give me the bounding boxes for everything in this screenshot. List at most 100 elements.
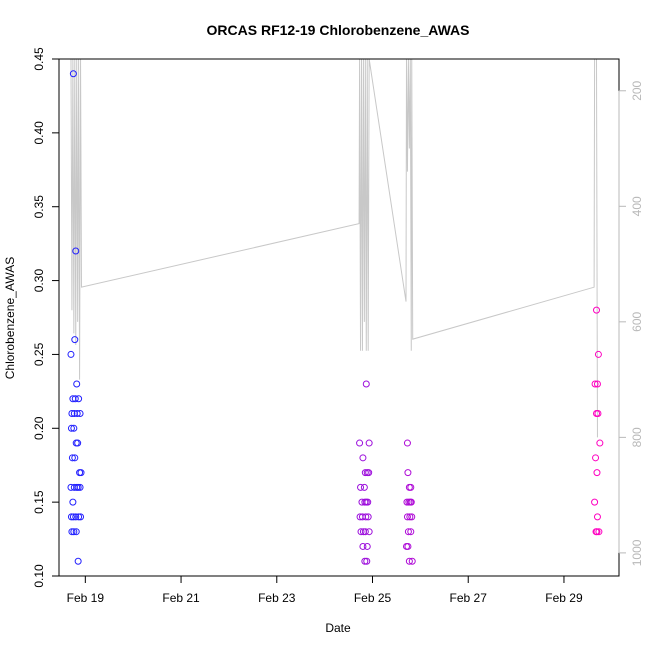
data-point-53 [361, 528, 369, 536]
data-point-28 [72, 513, 80, 521]
data-point-26 [67, 513, 75, 521]
data-point-3 [67, 350, 75, 358]
data-point-67 [407, 498, 415, 506]
y-tick-label-7: 0.45 [32, 47, 46, 71]
y-tick-label-1: 0.15 [32, 490, 46, 514]
data-point-50 [364, 513, 372, 521]
data-point-37 [359, 454, 367, 462]
data-point-7 [75, 395, 83, 403]
data-point-41 [357, 483, 365, 491]
data-point-8 [68, 410, 76, 418]
data-point-1 [72, 247, 80, 255]
data-point-29 [75, 513, 83, 521]
data-point-33 [72, 528, 80, 536]
y-tick-label-3: 0.25 [32, 342, 46, 366]
data-point-58 [363, 557, 371, 565]
data-point-34 [74, 557, 82, 565]
y-right-tick-label-3: 800 [630, 427, 644, 447]
chart-title: ORCAS RF12-19 Chlorobenzene_AWAS [207, 22, 470, 38]
data-point-27 [69, 513, 77, 521]
data-point-83 [596, 439, 604, 447]
data-point-6 [71, 395, 79, 403]
data-point-40 [365, 469, 373, 477]
data-point-42 [360, 483, 368, 491]
data-point-32 [70, 528, 78, 536]
data-point-15 [74, 439, 82, 447]
data-point-89 [595, 528, 603, 536]
data-point-63 [407, 483, 415, 491]
data-point-30 [77, 513, 85, 521]
data-point-85 [593, 469, 601, 477]
data-point-77 [593, 306, 600, 314]
data-point-56 [363, 542, 371, 550]
data-point-87 [593, 513, 601, 521]
data-point-49 [362, 513, 370, 521]
data-point-75 [405, 557, 413, 565]
data-point-23 [74, 483, 82, 491]
data-point-19 [77, 469, 85, 477]
data-point-0 [69, 70, 77, 78]
data-point-72 [407, 528, 415, 536]
data-point-74 [404, 542, 412, 550]
y-tick-label-5: 0.35 [32, 195, 46, 219]
y-right-tick-label-2: 600 [630, 312, 644, 332]
data-point-61 [404, 469, 412, 477]
y-axis-label: Chlorobenzene_AWAS [3, 257, 17, 380]
data-point-59 [362, 380, 370, 388]
data-point-70 [408, 513, 416, 521]
x-tick-label-5: Feb 29 [545, 591, 583, 605]
data-point-76 [408, 557, 416, 565]
data-point-68 [403, 513, 411, 521]
data-point-54 [365, 528, 373, 536]
data-point-10 [73, 410, 81, 418]
y-right-tick-label-4: 1000 [630, 539, 644, 566]
x-tick-label-1: Feb 21 [162, 591, 200, 605]
data-point-84 [592, 454, 600, 462]
data-point-90 [593, 528, 601, 536]
data-point-16 [68, 454, 76, 462]
data-point-17 [71, 454, 79, 462]
data-point-31 [68, 528, 76, 536]
y-axis-right: 200 400 600 800 1000 [618, 80, 644, 566]
data-point-38 [361, 469, 369, 477]
data-point-57 [361, 557, 369, 565]
x-axis-label: Date [325, 621, 351, 635]
data-point-24 [76, 483, 84, 491]
data-point-78 [594, 350, 602, 358]
data-point-79 [591, 380, 599, 388]
data-point-82 [594, 410, 602, 418]
y-tick-label-0: 0.10 [32, 564, 46, 588]
x-tick-label-4: Feb 27 [450, 591, 488, 605]
y-tick-label-2: 0.20 [32, 416, 46, 440]
data-point-71 [404, 528, 412, 536]
data-points-layer [67, 70, 604, 565]
y-axis: 0.10 0.15 0.20 0.25 0.30 0.35 0.40 0.45 [32, 47, 59, 588]
data-point-4 [73, 380, 81, 388]
data-point-25 [69, 498, 77, 506]
data-point-51 [357, 528, 365, 536]
data-point-60 [403, 439, 411, 447]
data-point-35 [356, 439, 364, 447]
data-point-12 [67, 424, 75, 432]
data-point-13 [70, 424, 78, 432]
data-point-55 [359, 542, 367, 550]
data-point-64 [403, 498, 411, 506]
data-point-69 [406, 513, 414, 521]
y-tick-label-6: 0.40 [32, 121, 46, 145]
data-point-2 [71, 336, 79, 344]
x-tick-label-3: Feb 25 [354, 591, 392, 605]
data-point-86 [591, 498, 599, 506]
x-tick-label-2: Feb 23 [258, 591, 296, 605]
data-point-46 [364, 498, 372, 506]
data-point-36 [365, 439, 373, 447]
data-point-80 [593, 380, 601, 388]
data-point-11 [76, 410, 84, 418]
x-axis: Feb 19 Feb 21 Feb 23 Feb 25 Feb 27 Feb 29 [67, 575, 583, 605]
y-right-tick-label-0: 200 [630, 80, 644, 100]
y-right-tick-label-1: 400 [630, 196, 644, 216]
x-tick-label-0: Feb 19 [67, 591, 105, 605]
altitude-line-layer [70, 58, 598, 438]
altitude-line [70, 58, 598, 438]
